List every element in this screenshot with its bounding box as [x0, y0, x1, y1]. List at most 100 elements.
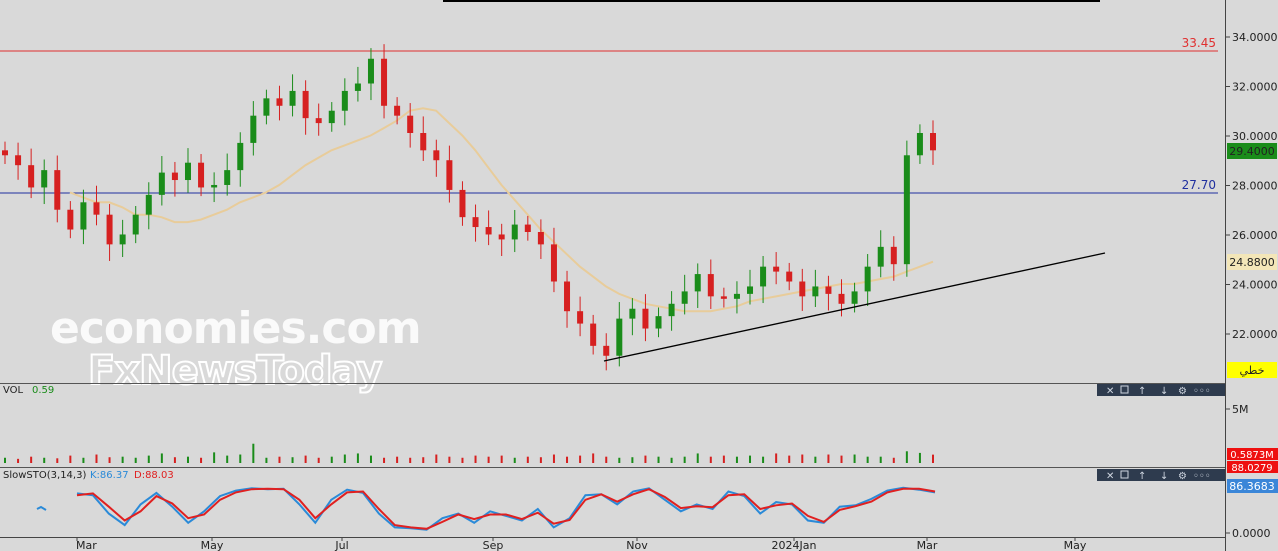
candle-body: [825, 286, 832, 294]
candle-body: [15, 155, 22, 166]
candle-body: [132, 214, 139, 235]
x-label-mar: Mar: [76, 539, 97, 551]
volume-bar: [356, 453, 359, 463]
volume-bar: [239, 454, 242, 463]
y-tick-24: 24.0000: [1232, 279, 1278, 292]
volume-bar: [448, 456, 451, 463]
volume-bar: [409, 457, 412, 463]
candle-body: [433, 150, 440, 161]
candle-body: [367, 58, 374, 84]
candle-body: [106, 214, 113, 245]
volume-bar: [579, 455, 582, 463]
candle-body: [237, 142, 244, 171]
candle-body: [838, 293, 845, 304]
x-label-jul: Jul: [334, 539, 348, 551]
volume-bar: [17, 458, 20, 463]
move-down-icon[interactable]: ↓: [1160, 471, 1168, 482]
maximize-panel-icon[interactable]: [1120, 385, 1129, 394]
candle-body: [590, 323, 597, 346]
y-tick-28: 28.0000: [1232, 180, 1278, 193]
maximize-panel-icon[interactable]: [1120, 470, 1129, 479]
volume-bar: [95, 454, 98, 463]
candle-body: [354, 83, 361, 91]
candle-body: [184, 162, 191, 181]
price-axis-ticks: 34.0000 32.0000 30.0000 28.0000 26.0000 …: [1225, 31, 1278, 341]
candle-body: [550, 244, 557, 282]
candle-body: [864, 266, 871, 292]
candle-body: [171, 172, 178, 181]
candle-body: [289, 90, 296, 106]
volume-bar: [291, 457, 294, 463]
candle-body: [446, 160, 453, 190]
candle-body: [67, 209, 74, 230]
volume-bar: [814, 456, 817, 463]
volume-bar: [186, 456, 189, 463]
volume-badge-text: 0.5873M: [1230, 450, 1274, 461]
volume-bar: [160, 453, 163, 463]
candle-body: [577, 311, 584, 324]
stoch-k-badge: 86.3683: [1227, 479, 1278, 493]
stoch-k-badge-text: 86.3683: [1229, 480, 1275, 493]
volume-bar: [383, 457, 386, 463]
move-up-icon[interactable]: ↑: [1138, 386, 1146, 397]
volume-badge: 0.5873M: [1227, 448, 1278, 461]
settings-icon[interactable]: ⚙: [1178, 386, 1187, 397]
volume-bar: [4, 457, 6, 463]
candle-body: [760, 266, 767, 287]
candle-body: [733, 293, 740, 299]
volume-bar: [539, 457, 542, 463]
candle-body: [250, 115, 257, 143]
close-panel-icon[interactable]: ✕: [1106, 471, 1114, 482]
candle-body: [119, 234, 126, 245]
stoch-panel-title: SlowSTO(3,14,3): [3, 470, 86, 481]
watermark-economies: economies.com: [50, 303, 421, 354]
last-price-badge-text: 29.4000: [1229, 145, 1275, 158]
more-options-icon[interactable]: ◦◦◦: [1193, 386, 1211, 397]
volume-bar: [644, 455, 647, 463]
volume-bar: [213, 452, 216, 463]
move-down-icon[interactable]: ↓: [1160, 386, 1168, 397]
candle-body: [498, 234, 505, 240]
volume-bar: [435, 454, 438, 463]
x-label-nov: Nov: [626, 539, 648, 551]
move-up-icon[interactable]: ↑: [1138, 471, 1146, 482]
x-label-mar-2024: Mar: [917, 539, 938, 551]
support-label: 27.70: [1182, 178, 1216, 192]
stoch-d-line: [76, 487, 936, 530]
candlestick-series: [2, 44, 936, 371]
candle-body: [263, 98, 270, 116]
chart-mode-badge[interactable]: خطي: [1227, 362, 1277, 378]
volume-bar: [670, 457, 673, 463]
candle-body: [694, 274, 701, 292]
volume-bar: [631, 457, 634, 463]
x-label-2024jan: 2024Jan: [772, 539, 817, 551]
stoch-d-badge: 88.0279: [1227, 461, 1278, 474]
more-options-icon[interactable]: ◦◦◦: [1193, 471, 1211, 482]
volume-bar: [265, 457, 268, 463]
volume-bar: [526, 456, 529, 463]
candle-body: [472, 217, 479, 228]
y-tick-34: 34.0000: [1232, 31, 1278, 44]
candle-body: [28, 165, 35, 188]
volume-y-tick: 5M: [1232, 403, 1249, 416]
volume-bar: [762, 456, 765, 463]
volume-bar: [134, 457, 137, 463]
candle-body: [720, 296, 727, 299]
candle-body: [564, 281, 571, 312]
candle-body: [420, 133, 427, 151]
candle-body: [198, 162, 205, 188]
volume-bar: [722, 455, 725, 463]
stoch-d-label: D:88.03: [134, 470, 174, 481]
settings-icon[interactable]: ⚙: [1178, 471, 1187, 482]
candle-body: [328, 110, 335, 124]
volume-bar: [422, 457, 425, 463]
candle-body: [890, 246, 897, 265]
candle-body: [877, 246, 884, 267]
volume-bar: [369, 455, 372, 463]
volume-bar: [330, 456, 333, 463]
volume-bar: [513, 457, 516, 463]
trendline[interactable]: [603, 252, 1106, 362]
close-panel-icon[interactable]: ✕: [1106, 386, 1114, 397]
